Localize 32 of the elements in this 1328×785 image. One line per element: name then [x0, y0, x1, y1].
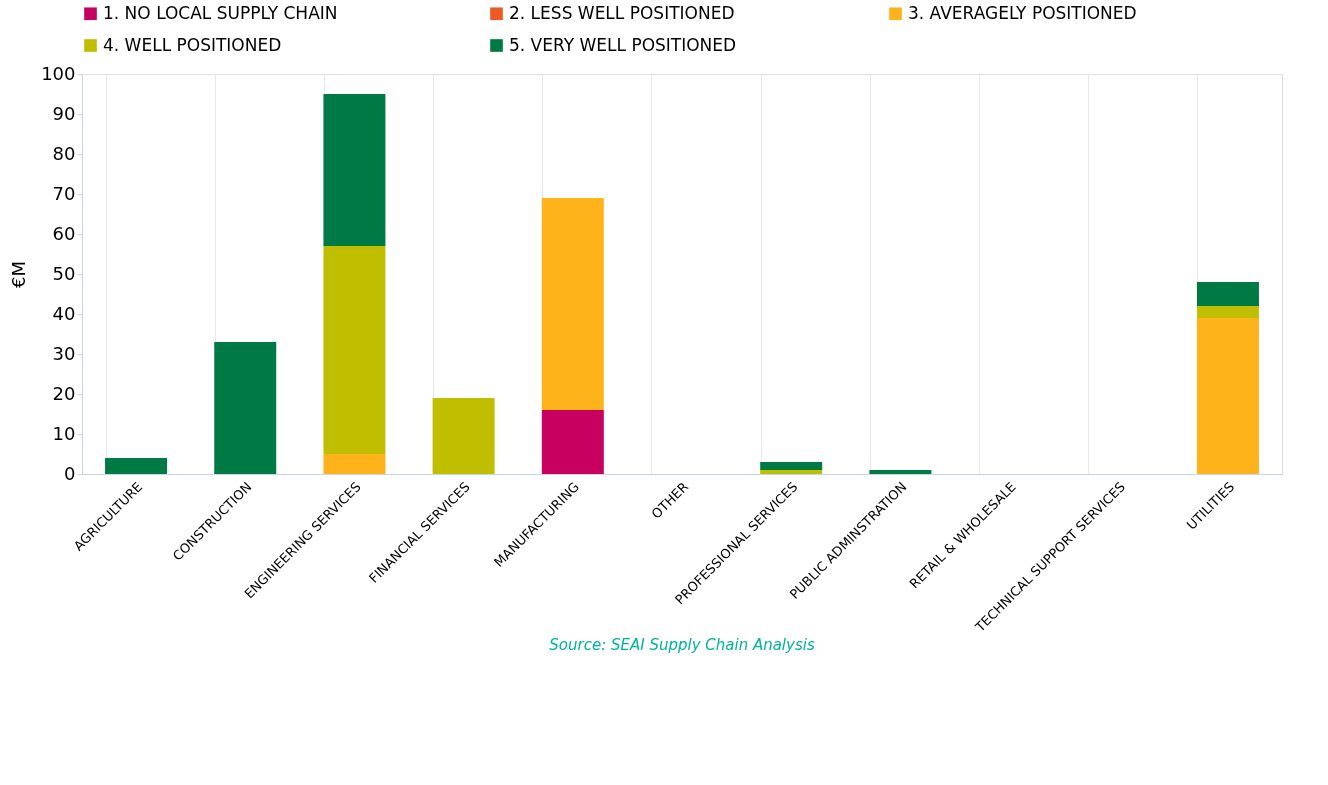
bar	[541, 410, 604, 474]
bar	[1196, 306, 1259, 318]
bar	[760, 462, 823, 470]
bar	[323, 94, 386, 246]
bar	[323, 246, 386, 454]
y-tick-label: 30	[52, 342, 76, 364]
legend-label: 5. VERY WELL POSITIONED	[509, 34, 737, 55]
legend-label: 4. WELL POSITIONED	[103, 34, 282, 55]
bar	[760, 470, 823, 474]
bar	[432, 398, 495, 474]
y-tick-label: 20	[52, 382, 76, 404]
y-tick-label: 80	[52, 142, 76, 164]
bar	[105, 458, 168, 474]
y-tick-label: 0	[64, 462, 76, 484]
y-tick-label: 40	[52, 302, 76, 324]
bar	[1196, 318, 1259, 474]
legend-label: 2. LESS WELL POSITIONED	[509, 2, 735, 23]
y-tick-label: 60	[52, 222, 76, 244]
y-axis-title: €M	[8, 261, 30, 288]
y-tick-label: 10	[52, 422, 76, 444]
y-tick-label: 100	[41, 62, 76, 84]
source-note: Source: SEAI Supply Chain Analysis	[549, 636, 815, 655]
y-tick-label: 70	[52, 182, 76, 204]
y-tick-label: 50	[52, 262, 76, 284]
bar	[1196, 282, 1259, 306]
bar	[541, 198, 604, 410]
legend-label: 3. AVERAGELY POSITIONED	[908, 2, 1137, 23]
legend-label: 1. NO LOCAL SUPPLY CHAIN	[103, 2, 338, 23]
y-tick-label: 90	[52, 102, 76, 124]
bar	[869, 470, 932, 474]
bar	[323, 454, 386, 474]
bar	[214, 342, 277, 474]
